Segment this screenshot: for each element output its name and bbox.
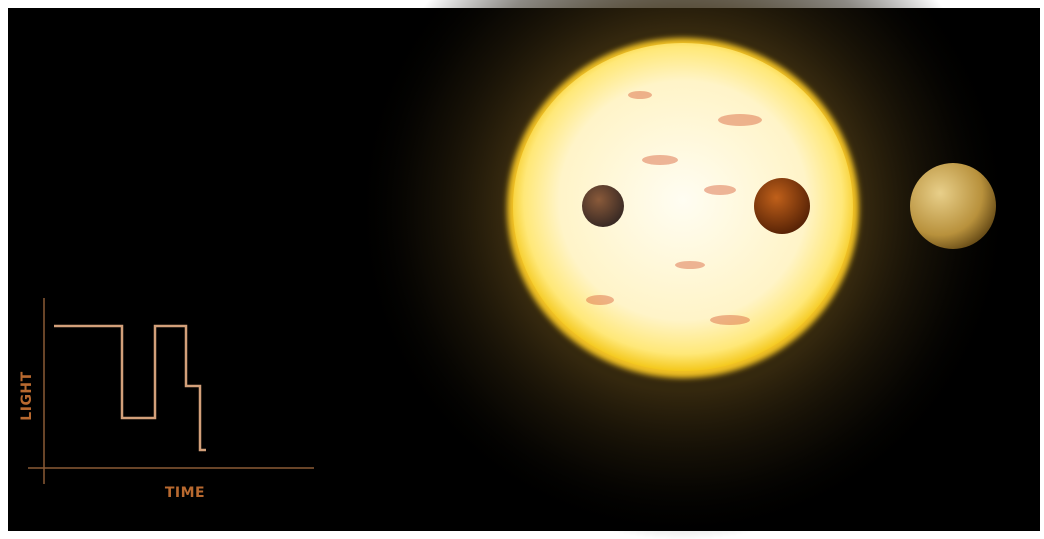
planet-small [582,185,624,227]
light-curve-graph: LIGHT TIME [19,298,314,501]
y-axis-label: LIGHT [19,371,35,420]
planet-large [910,163,996,249]
planet-medium [754,178,810,234]
star [513,43,853,371]
x-axis-label: TIME [165,485,205,501]
light-curve [54,324,206,452]
star-spots [586,91,762,325]
